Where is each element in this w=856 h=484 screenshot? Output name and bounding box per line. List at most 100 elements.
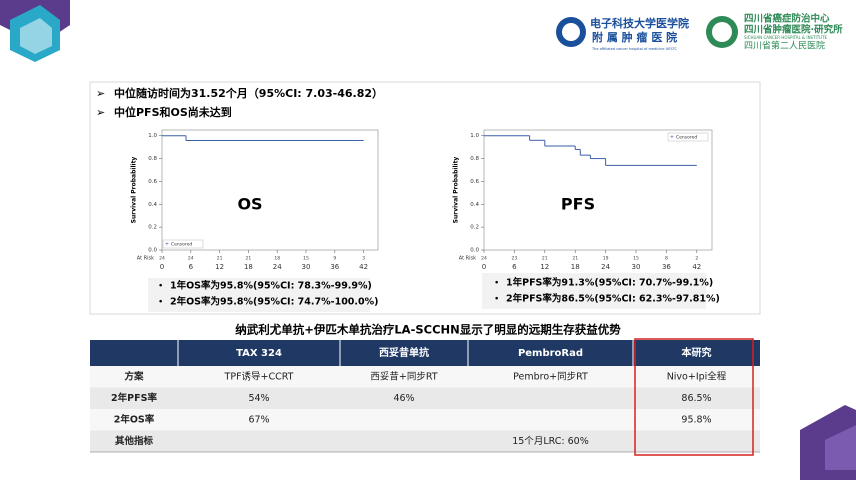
table-header-cell: PembroRad [518,348,583,359]
table-cell: 86.5% [681,393,711,404]
table-row-label: 其他指标 [115,435,154,447]
x-tick-label: 12 [540,263,549,271]
stats-bullet: • [158,282,163,292]
stats-box [148,278,370,312]
x-tick-label: 0 [482,263,486,271]
x-tick-label: 6 [189,263,194,271]
y-tick-label: 0.6 [470,179,479,185]
at-risk-count: 24 [481,256,487,262]
stats-line: 1年OS率为95.8%(95%CI: 78.3%-99.9%) [170,280,372,292]
x-tick-label: 18 [571,263,580,271]
y-tick-label: 0.0 [148,248,157,254]
x-tick-label: 30 [632,263,641,271]
corner-decor [825,425,856,470]
table-row-bg [90,387,760,409]
table-header-cell: 西妥昔单抗 [379,346,429,359]
logo-text: 电子科技大学医学院 [590,16,689,30]
table-row-label: 方案 [124,370,144,382]
legend-label: Censored [676,135,697,141]
stats-bullet: • [494,295,499,305]
at-risk-count: 2 [695,256,698,262]
bullet-arrow: ➢ [96,106,105,119]
legend-box [667,132,709,142]
y-tick-label: 0.4 [148,202,157,208]
x-tick-label: 6 [512,263,517,271]
plot-label: OS [237,195,262,214]
y-axis-label: Survival Probability [131,157,138,224]
x-tick-label: 12 [215,263,224,271]
x-tick-label: 24 [601,263,610,271]
y-tick-label: 1.0 [148,133,157,139]
at-risk-count: 21 [572,256,578,262]
bullet-arrow: ➢ [96,87,105,100]
table-row-bg [90,366,760,388]
table-header-bg [90,340,760,366]
at-risk-count: 3 [362,256,365,262]
legend-symbol: + [165,242,169,248]
bullet: 中位随访时间为31.52个月（95%CI: 7.03-46.82） [114,86,383,100]
x-tick-label: 42 [692,263,701,271]
table-cell: Nivo+Ipi全程 [667,370,727,382]
legend-label: Censored [171,242,192,248]
y-tick-label: 0.2 [470,225,479,231]
y-tick-label: 0.4 [470,202,479,208]
table-row-bg [90,430,760,452]
x-tick-label: 36 [330,263,339,271]
y-tick-label: 0.8 [148,156,157,162]
x-tick-label: 24 [273,263,282,271]
x-tick-label: 0 [160,263,164,271]
at-risk-count: 24 [188,256,194,262]
at-risk-count: 21 [246,256,252,262]
stats-line: 1年PFS率为91.3%(95%CI: 70.7%-99.1%) [506,277,713,289]
table-cell: 46% [393,393,414,404]
logo-text: The affiliated cancer hospital of medici… [591,47,678,51]
legend-box [162,239,204,249]
logo-emblem [562,23,580,41]
at-risk-count: 15 [633,256,639,262]
logo-emblem [712,22,732,42]
at-risk-count: 9 [333,256,336,262]
logo-text: 四川省癌症防治中心 [744,13,830,25]
table-row-bg [90,409,760,431]
table-cell: 67% [248,414,269,425]
logo-text: 四川省肿瘤医院·研究所 [744,24,843,36]
table-row-label: 2年OS率 [114,413,155,425]
table-cell: 西妥昔+同步RT [370,371,437,382]
logo-text: SICHUAN CANCER HOSPITAL & INSTITUTE [744,35,828,40]
at-risk-count: 24 [159,256,165,262]
at-risk-label: At Risk [137,256,154,262]
table-cell: 15个月LRC: 60% [512,436,588,447]
table-row-label: 2年PFS率 [111,392,157,404]
at-risk-label: At Risk [459,256,476,262]
table-header-cell: TAX 324 [236,348,282,359]
stats-box [482,273,706,309]
legend-symbol: + [670,135,674,141]
at-risk-count: 19 [603,256,609,262]
y-axis-label: Survival Probability [453,157,460,224]
at-risk-count: 23 [512,256,518,262]
stats-bullet: • [494,279,499,289]
plot-frame [483,129,713,251]
at-risk-count: 21 [217,256,223,262]
at-risk-count: 21 [542,256,548,262]
table-cell: Pembro+同步RT [513,371,588,382]
table-cell: 95.8% [681,414,711,425]
stats-bullet: • [158,298,163,308]
x-tick-label: 18 [244,263,253,271]
x-tick-label: 42 [359,263,368,271]
x-tick-label: 36 [662,263,671,271]
y-tick-label: 0.8 [470,156,479,162]
corner-decor [20,18,52,54]
y-tick-label: 0.0 [470,248,479,254]
table-title: 纳武利尤单抗+伊匹木单抗治疗LA-SCCHN显示了明显的远期生存获益优势 [235,323,621,337]
logo-text: 四川省第二人民医院 [744,40,825,52]
stats-line: 2年PFS率为86.5%(95%CI: 62.3%-97.81%) [506,293,720,305]
y-tick-label: 1.0 [470,133,479,139]
stats-line: 2年OS率为95.8%(95%CI: 74.7%-100.0%) [170,296,379,308]
plot-label: PFS [561,195,595,214]
table-cell: 54% [248,393,269,404]
at-risk-count: 18 [274,256,280,262]
table-header-cell: 本研究 [682,346,712,359]
at-risk-count: 15 [303,256,309,262]
